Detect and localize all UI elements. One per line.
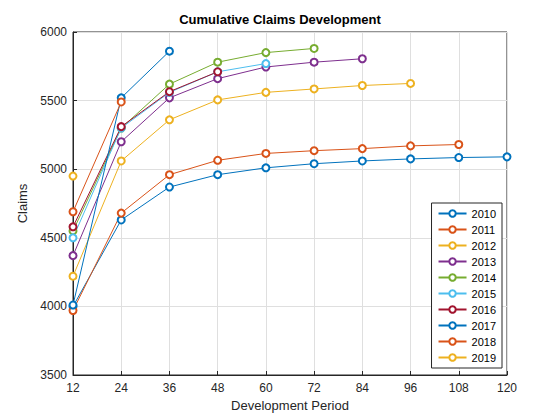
svg-text:84: 84 (356, 381, 370, 395)
svg-text:2013: 2013 (472, 256, 496, 268)
svg-text:2012: 2012 (472, 240, 496, 252)
svg-text:Claims: Claims (15, 183, 30, 223)
svg-text:2015: 2015 (472, 288, 496, 300)
svg-text:36: 36 (163, 381, 177, 395)
svg-text:48: 48 (211, 381, 225, 395)
svg-text:2014: 2014 (472, 272, 496, 284)
svg-text:4500: 4500 (40, 231, 67, 245)
svg-text:96: 96 (404, 381, 418, 395)
svg-text:2017: 2017 (472, 320, 496, 332)
svg-text:2018: 2018 (472, 336, 496, 348)
svg-text:5500: 5500 (40, 94, 67, 108)
svg-text:60: 60 (259, 381, 273, 395)
svg-text:3500: 3500 (40, 368, 67, 382)
svg-text:12: 12 (66, 381, 80, 395)
svg-text:5000: 5000 (40, 162, 67, 176)
svg-text:108: 108 (449, 381, 469, 395)
svg-text:120: 120 (497, 381, 517, 395)
svg-text:4000: 4000 (40, 299, 67, 313)
svg-text:24: 24 (115, 381, 129, 395)
svg-text:2011: 2011 (472, 224, 496, 236)
svg-text:2019: 2019 (472, 352, 496, 364)
svg-text:2016: 2016 (472, 304, 496, 316)
svg-text:72: 72 (307, 381, 321, 395)
svg-text:6000: 6000 (40, 25, 67, 39)
svg-text:Cumulative Claims Development: Cumulative Claims Development (179, 12, 381, 27)
svg-text:Development Period: Development Period (231, 398, 349, 413)
svg-text:2010: 2010 (472, 208, 496, 220)
